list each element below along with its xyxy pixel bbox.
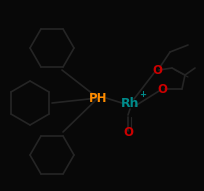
Text: O: O: [151, 63, 161, 77]
Text: PH: PH: [88, 91, 107, 104]
Text: O: O: [156, 83, 166, 96]
Text: +: +: [139, 90, 146, 99]
Text: Rh: Rh: [120, 96, 139, 109]
Text: O: O: [122, 126, 132, 139]
